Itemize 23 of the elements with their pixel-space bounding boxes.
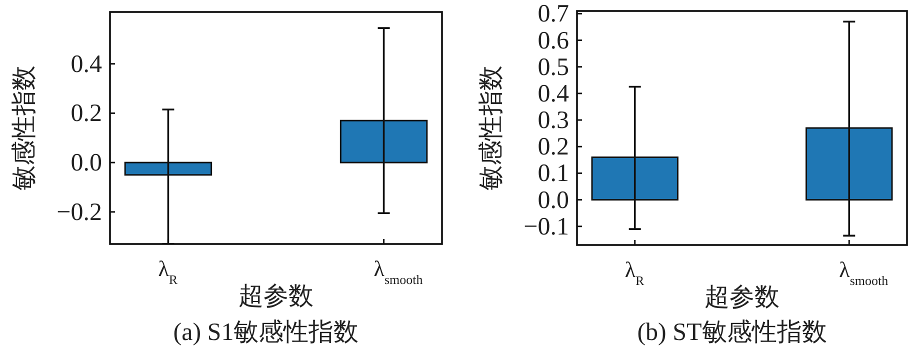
y-tick-label: 0.5 [538, 54, 569, 81]
y-tick-label: −0.2 [56, 198, 102, 226]
x-axis-title: 超参数 [238, 283, 314, 310]
y-axis-title: 敏感性指数 [11, 66, 38, 190]
y-tick-label: 0.7 [538, 0, 569, 28]
y-tick-label: 0.2 [538, 134, 569, 161]
y-tick-label: 0.2 [70, 100, 102, 128]
y-tick-label: 0.4 [538, 80, 570, 108]
text: (b) ST敏感性指数 [637, 319, 827, 346]
y-tick-label: 0.6 [538, 27, 569, 54]
x-axis-title: 超参数 [704, 284, 780, 311]
y-tick-label: −0.1 [524, 213, 569, 240]
y-tick-label: 0.4 [70, 50, 102, 78]
x-tick-label: λ$_{smooth}$ [374, 256, 424, 286]
y-tick-label: 0.0 [538, 186, 569, 214]
y-tick-label: 0.0 [70, 150, 102, 177]
x-tick-label: λ$_{smooth}$ [839, 257, 889, 288]
x-tick-label: λ$_{R}$ [158, 256, 178, 286]
text: (a) S1敏感性指数 [173, 319, 359, 346]
y-tick-label: 0.1 [538, 160, 569, 188]
y-tick-label: 0.3 [538, 107, 569, 134]
x-tick-label: λ$_{R}$ [624, 257, 645, 288]
y-axis-title: 敏感性指数 [478, 66, 505, 190]
